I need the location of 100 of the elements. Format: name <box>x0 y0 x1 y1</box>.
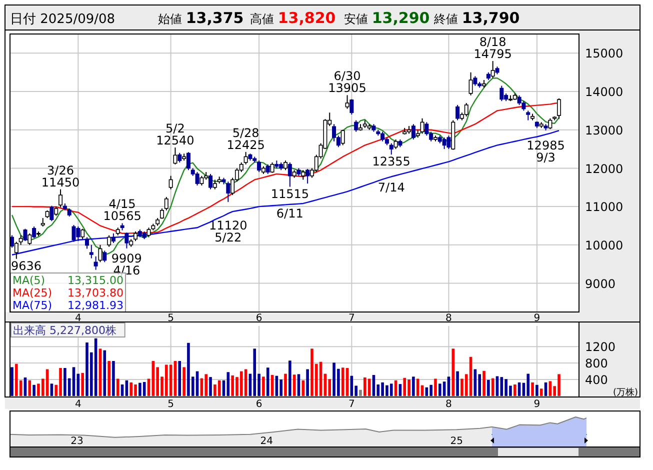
x-tick-label: 6 <box>256 313 262 324</box>
x-tick-label: 5 <box>168 399 174 410</box>
bar <box>147 378 150 396</box>
text: MA(25) <box>12 286 52 300</box>
bar <box>209 377 212 396</box>
chart-title: 出来高 5,227,800株 <box>13 324 116 337</box>
bar <box>447 376 450 396</box>
bar <box>204 374 208 396</box>
candlestick <box>208 173 213 190</box>
bar <box>138 382 142 396</box>
candlestick <box>340 129 345 146</box>
candlestick <box>14 241 18 260</box>
bar <box>266 368 270 396</box>
bar <box>456 371 459 396</box>
bar <box>297 374 300 396</box>
x-tick-label: 6 <box>256 399 262 410</box>
bar <box>64 368 66 396</box>
x-tick-label: 25 <box>450 436 464 447</box>
bar <box>15 364 18 396</box>
bar <box>500 377 504 396</box>
bar <box>306 369 309 396</box>
candlestick <box>226 181 230 202</box>
candlestick <box>345 94 350 110</box>
x-tick-label: 23 <box>70 436 84 447</box>
bar <box>452 348 455 396</box>
bar <box>116 378 120 396</box>
bar <box>302 380 305 396</box>
text: MA(5) <box>12 274 46 287</box>
candlestick <box>284 160 288 171</box>
x-tick-label: 8 <box>446 399 452 410</box>
bar <box>169 364 172 396</box>
y-axis-title: (万株) <box>612 387 638 398</box>
bar <box>412 376 415 396</box>
candlestick <box>98 244 102 263</box>
candlestick <box>468 72 473 96</box>
bar <box>403 378 406 396</box>
candlestick <box>111 232 116 244</box>
annotation: 11120 5/22 <box>209 218 248 245</box>
annotation: 3/26 11450 <box>41 163 80 190</box>
bar <box>72 367 76 396</box>
bar <box>98 348 102 396</box>
bar <box>112 361 115 396</box>
x-tick-label: 7 <box>348 313 355 324</box>
x-tick-label: 4 <box>74 313 82 324</box>
candlestick <box>84 236 89 250</box>
candlestick <box>244 151 248 165</box>
bar <box>536 384 538 396</box>
bar <box>531 382 534 396</box>
y-tick-label: 14000 <box>585 85 624 100</box>
bar <box>341 368 344 396</box>
annotation: 6/30 13905 <box>328 69 366 96</box>
x-tick-label: 9 <box>534 399 540 410</box>
bar <box>182 367 186 396</box>
chart-title: 日付 2025/09/08 <box>10 12 116 27</box>
x-tick-label: 7 <box>348 399 355 410</box>
candlestick <box>28 232 32 246</box>
text: 高値 13,820 <box>250 9 336 27</box>
bar <box>50 384 54 396</box>
candlestick <box>50 205 54 222</box>
bar <box>390 384 393 396</box>
candlestick <box>146 227 151 238</box>
x-tick-label: 4 <box>74 399 82 410</box>
annotation: 13,315.00 <box>68 274 124 287</box>
bar <box>438 384 442 396</box>
bar <box>288 360 292 396</box>
candlestick <box>500 85 504 102</box>
bar <box>262 376 265 396</box>
candlestick <box>548 118 552 130</box>
bar <box>292 374 296 396</box>
candlestick <box>23 228 28 242</box>
x-tick-label: 5 <box>168 313 174 324</box>
candlestick <box>411 124 416 140</box>
text: 始値 13,375 <box>158 9 244 27</box>
bar <box>164 364 168 396</box>
x-tick-label: 24 <box>260 436 273 447</box>
candlestick <box>178 152 182 163</box>
candlestick <box>80 228 85 240</box>
candlestick <box>32 226 36 238</box>
bar <box>10 367 14 396</box>
y-tick-label: 1200 <box>585 340 616 354</box>
annotation: 13,703.80 <box>68 286 124 300</box>
bar <box>474 369 477 396</box>
candlestick <box>212 179 217 190</box>
text: 安値 13,290 <box>344 9 430 27</box>
annotation: 9636 <box>11 259 42 273</box>
annotation: 11515 6/11 <box>270 186 310 220</box>
bar <box>280 380 282 396</box>
bar <box>130 382 133 396</box>
candlestick <box>200 175 204 186</box>
y-tick-label: 15000 <box>585 46 624 61</box>
bar <box>103 350 106 396</box>
candlestick <box>89 244 94 259</box>
candlestick <box>354 120 358 132</box>
bar <box>496 376 499 396</box>
candlestick <box>257 160 262 173</box>
bar <box>178 361 182 396</box>
y-tick-label: 400 <box>585 373 608 388</box>
candlestick <box>456 104 460 121</box>
candlestick <box>72 224 76 242</box>
y-tick-label: 10000 <box>585 238 624 252</box>
